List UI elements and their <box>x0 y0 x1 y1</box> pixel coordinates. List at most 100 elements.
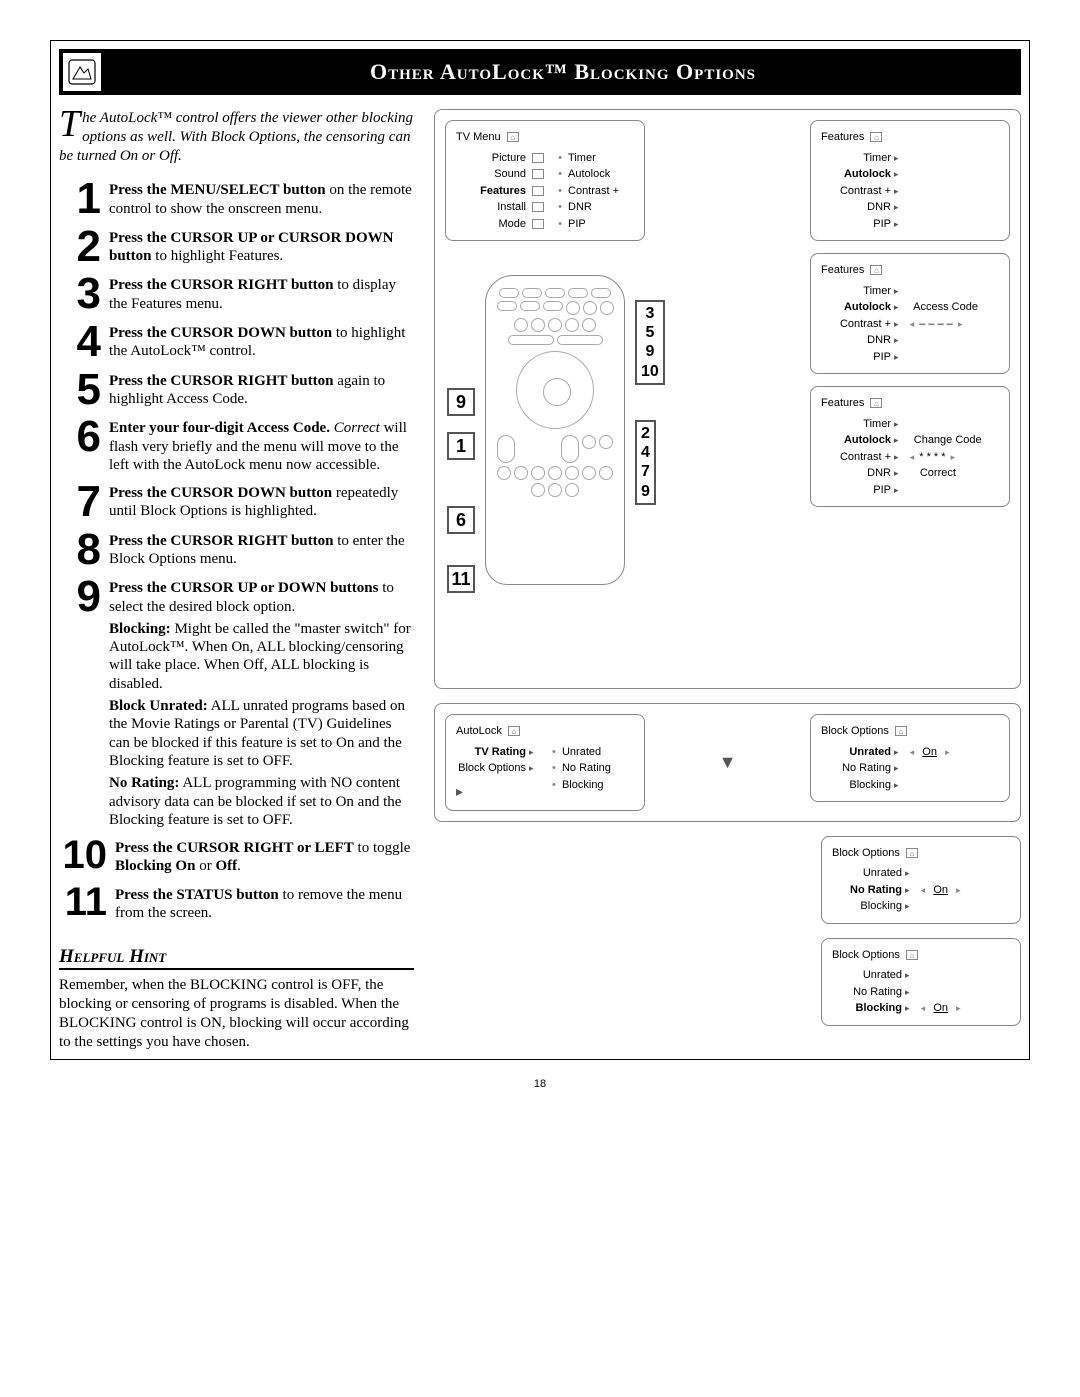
step-number: 2 <box>59 227 109 267</box>
callout-stack-top: 3 5 9 10 <box>635 300 665 385</box>
features-item: Contrast +▸ ◂ * * * * ▸ <box>821 449 999 466</box>
step-body: Press the CURSOR UP or DOWN buttons to s… <box>109 577 414 829</box>
callout-11: 11 <box>447 565 475 593</box>
step-7: 7Press the CURSOR DOWN button repeatedly… <box>59 482 414 522</box>
features-item: PIP▸ <box>821 482 999 499</box>
step-body: Press the CURSOR RIGHT button to enter t… <box>109 530 414 570</box>
tvmenu-item: Features <box>456 183 544 200</box>
blockopt-item: No Rating▸ <box>821 760 999 777</box>
step-body: Press the CURSOR UP or CURSOR DOWN butto… <box>109 227 414 267</box>
tvmenu-item: Install <box>456 199 544 216</box>
c-2: 2 <box>641 424 650 443</box>
arrow-down-icon: ▼ <box>719 752 737 773</box>
features-item: Autolock▸ Change Code <box>821 432 999 449</box>
features-item: DNR▸ <box>821 332 999 349</box>
step-8: 8Press the CURSOR RIGHT button to enter … <box>59 530 414 570</box>
step-body: Press the MENU/SELECT button on the remo… <box>109 179 414 219</box>
step-body: Press the CURSOR DOWN button to highligh… <box>109 322 414 362</box>
helpful-hint-block: Helpful Hint Remember, when the BLOCKING… <box>59 946 414 1051</box>
features-item: PIP▸ <box>821 349 999 366</box>
autolock-item: Block Options▸ <box>456 760 538 777</box>
features-item: Autolock▸ <box>821 166 999 183</box>
tv-icon: ⌂ <box>507 132 519 142</box>
step-11: 11Press the STATUS button to remove the … <box>59 884 414 923</box>
features-item: Timer▸ <box>821 416 999 433</box>
lock-icon: ⌂ <box>870 132 882 142</box>
blockopt-item: Unrated▸ ◂ On ▸ <box>821 744 999 761</box>
step-body: Press the CURSOR RIGHT or LEFT to toggle… <box>115 837 414 876</box>
tvmenu-item: Sound <box>456 166 544 183</box>
callout-stack-bottom: 2 4 7 9 <box>635 420 656 505</box>
step-number: 4 <box>59 322 109 362</box>
tvmenu-item: Picture <box>456 150 544 167</box>
autolock-title: AutoLock <box>456 725 502 737</box>
tvmenu-sub-item: • DNR <box>558 199 634 216</box>
features-box-3: Features ⌂ Timer▸Autolock▸ Change CodeCo… <box>810 386 1010 507</box>
step-body: Press the CURSOR RIGHT button again to h… <box>109 370 414 410</box>
features-item: DNR▸ Correct <box>821 465 999 482</box>
tv-menu-box: TV Menu ⌂ Picture Sound Features Install… <box>445 120 645 241</box>
c-9c: 9 <box>641 482 650 501</box>
c-9b: 9 <box>641 342 659 361</box>
step-number: 6 <box>59 417 109 474</box>
c-7: 7 <box>641 462 650 481</box>
chapter-icon <box>62 52 102 92</box>
diagram-column: TV Menu ⌂ Picture Sound Features Install… <box>434 109 1021 1051</box>
drop-cap: T <box>59 109 82 139</box>
features-item: Timer▸ <box>821 283 999 300</box>
intro-text: he AutoLock™ control offers the viewer o… <box>59 110 413 164</box>
step-body: Press the STATUS button to remove the me… <box>115 884 414 923</box>
features-title-3: Features <box>821 397 864 409</box>
tvmenu-sub-item: • Autolock <box>558 166 634 183</box>
diagram-group-1: TV Menu ⌂ Picture Sound Features Install… <box>434 109 1021 689</box>
lock-icon: ⌂ <box>906 950 918 960</box>
features-item: Timer▸ <box>821 150 999 167</box>
step-9: 9Press the CURSOR UP or DOWN buttons to … <box>59 577 414 829</box>
blockopt-title-2: Block Options <box>832 847 900 859</box>
lock-icon: ⌂ <box>870 265 882 275</box>
features-title-1: Features <box>821 131 864 143</box>
step-number: 10 <box>59 837 115 876</box>
remote-control <box>485 275 625 585</box>
hint-body: Remember, when the BLOCKING control is O… <box>59 976 414 1051</box>
blockopt-box-2: Block Options ⌂ Unrated▸No Rating▸ ◂ On … <box>821 836 1021 924</box>
step-number: 8 <box>59 530 109 570</box>
tv-menu-title: TV Menu <box>456 131 501 143</box>
step-number: 9 <box>59 577 109 829</box>
blockopt-box-3: Block Options ⌂ Unrated▸No Rating▸Blocki… <box>821 938 1021 1026</box>
page-frame: Other AutoLock™ Blocking Options The Aut… <box>50 40 1030 1060</box>
step-number: 11 <box>59 884 115 923</box>
step-10: 10Press the CURSOR RIGHT or LEFT to togg… <box>59 837 414 876</box>
c-5: 5 <box>641 323 659 342</box>
callout-9a: 9 <box>447 388 475 416</box>
blockopt-item: Unrated▸ <box>832 865 1010 882</box>
step-body: Press the CURSOR RIGHT button to display… <box>109 274 414 314</box>
features-item: DNR▸ <box>821 199 999 216</box>
tvmenu-sub-item: • Contrast + <box>558 183 634 200</box>
features-item: Contrast +▸ ◂ – – – – ▸ <box>821 316 999 333</box>
step-subpara: Blocking: Might be called the "master sw… <box>109 620 414 693</box>
page-title: Other AutoLock™ Blocking Options <box>105 59 1021 85</box>
blockopt-item: Unrated▸ <box>832 967 1010 984</box>
callout-1: 1 <box>447 432 475 460</box>
c-4: 4 <box>641 443 650 462</box>
blockopt-item: No Rating▸ ◂ On ▸ <box>832 882 1010 899</box>
step-6: 6Enter your four-digit Access Code. Corr… <box>59 417 414 474</box>
features-menus-stack: Features ⌂ Timer▸Autolock▸Contrast +▸DNR… <box>810 120 1010 519</box>
step-number: 1 <box>59 179 109 219</box>
step-3: 3Press the CURSOR RIGHT button to displa… <box>59 274 414 314</box>
diagram-group-2: AutoLock ⌂ TV Rating▸Block Options▸▸ • U… <box>434 703 1021 822</box>
blockopt-item: Blocking▸ <box>832 898 1010 915</box>
tvmenu-sub-item: • Timer <box>558 150 634 167</box>
step-subpara: No Rating: ALL programming with NO conte… <box>109 774 414 829</box>
lock-icon: ⌂ <box>906 848 918 858</box>
blockopt-title-3: Block Options <box>832 949 900 961</box>
features-item: PIP▸ <box>821 216 999 233</box>
features-title-2: Features <box>821 264 864 276</box>
step-body: Press the CURSOR DOWN button repeatedly … <box>109 482 414 522</box>
step-number: 3 <box>59 274 109 314</box>
step-body: Enter your four-digit Access Code. Corre… <box>109 417 414 474</box>
blockopt-item: No Rating▸ <box>832 984 1010 1001</box>
lock-icon: ⌂ <box>895 726 907 736</box>
step-subpara: Block Unrated: ALL unrated programs base… <box>109 697 414 770</box>
